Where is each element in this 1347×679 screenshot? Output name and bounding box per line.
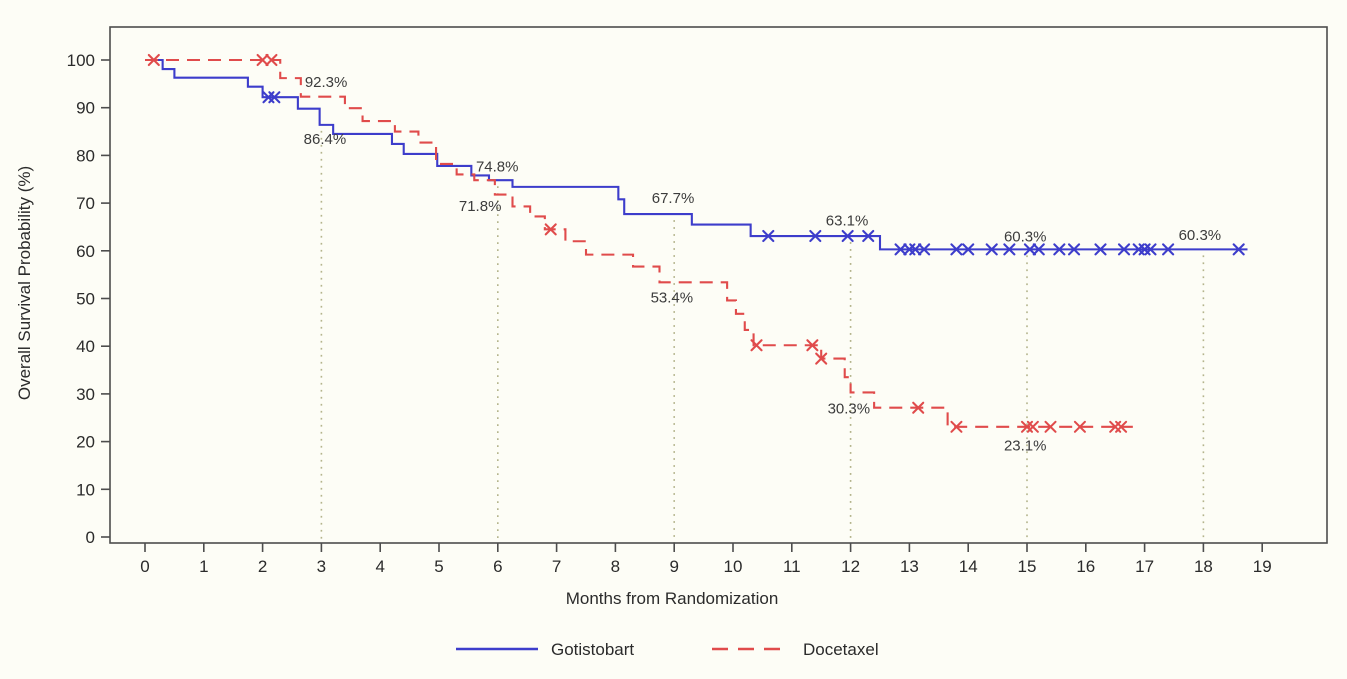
censor-mark-gotistobart <box>862 229 875 243</box>
y-axis-title: Overall Survival Probability (%) <box>15 166 34 400</box>
landmark-labels: 92.3% 86.4% 74.8% 71.8% 67.7% 53.4% 63.1% 30.3%… <box>304 74 1221 454</box>
x-axis-tick-label-11: 11 <box>783 557 801 576</box>
legend-item-gotistobart: Gotistobart <box>456 640 634 659</box>
x-axis-tick-label-13: 13 <box>900 557 919 576</box>
y-axis-tick-label-40: 40 <box>76 337 95 356</box>
y-axis-tick-label-20: 20 <box>76 433 95 452</box>
landmark-label-gotistobart-67.7: 67.7% <box>652 190 695 207</box>
censor-marks-docetaxel <box>147 53 1128 433</box>
censor-mark-gotistobart <box>1053 243 1066 256</box>
censor-mark-gotistobart <box>1144 243 1157 256</box>
censor-mark-gotistobart <box>268 91 281 104</box>
censor-mark-gotistobart <box>762 229 775 243</box>
y-axis-tick-label-30: 30 <box>76 385 95 404</box>
censor-mark-docetaxel <box>750 339 763 352</box>
censor-mark-docetaxel <box>265 53 278 67</box>
y-axis-tick-label-0: 0 <box>86 528 95 547</box>
censor-mark-docetaxel <box>1073 420 1086 433</box>
censor-mark-docetaxel <box>912 401 925 414</box>
censor-mark-gotistobart <box>1067 243 1081 256</box>
x-axis-tick-label-18: 18 <box>1194 557 1213 576</box>
censor-mark-gotistobart <box>809 229 822 243</box>
censor-mark-docetaxel <box>256 53 269 67</box>
x-axis-tick-label-19: 19 <box>1253 557 1272 576</box>
x-axis-tick-label-4: 4 <box>375 557 384 576</box>
legend: Gotistobart Docetaxel <box>456 640 879 659</box>
y-axis-tick-label-70: 70 <box>76 194 95 213</box>
censor-mark-docetaxel <box>1026 420 1039 433</box>
y-axis-tick-label-90: 90 <box>76 99 95 118</box>
x-axis-tick-label-8: 8 <box>611 557 620 576</box>
x-axis-tick-label-14: 14 <box>959 557 978 576</box>
y-axis-tick-label-50: 50 <box>76 290 95 309</box>
landmark-label-docetaxel-53.4: 53.4% <box>651 290 694 307</box>
x-axis-tick-label-12: 12 <box>841 557 860 576</box>
landmark-label-gotistobart-74.8: 74.8% <box>476 158 519 175</box>
x-axis-tick-label-2: 2 <box>258 557 267 576</box>
legend-label-gotistobart: Gotistobart <box>551 640 634 659</box>
censor-mark-gotistobart <box>841 229 854 243</box>
landmark-label-docetaxel-30.3: 30.3% <box>828 401 871 418</box>
censor-mark-gotistobart <box>950 243 963 256</box>
x-axis-tick-label-3: 3 <box>317 557 326 576</box>
landmark-label-gotistobart-60.3: 60.3% <box>1179 227 1222 244</box>
x-axis-tick-label-6: 6 <box>493 557 502 576</box>
x-axis: 0 1 2 3 4 5 6 7 8 9 10 11 12 13 14 15 16 17 18 19 <box>140 543 1272 576</box>
censor-mark-gotistobart <box>918 243 931 256</box>
legend-item-docetaxel: Docetaxel <box>712 640 879 659</box>
legend-label-docetaxel: Docetaxel <box>803 640 879 659</box>
x-axis-tick-label-9: 9 <box>669 557 678 576</box>
km-curves <box>145 53 1248 433</box>
landmark-label-docetaxel-71.8: 71.8% <box>459 198 502 215</box>
landmark-gridlines <box>320 130 1205 543</box>
x-axis-tick-label-5: 5 <box>434 557 443 576</box>
censor-mark-gotistobart <box>1117 243 1131 256</box>
x-axis-tick-label-1: 1 <box>199 557 208 576</box>
plot-border <box>109 26 1328 544</box>
y-axis: 0 10 20 30 40 50 60 70 80 90 100 <box>67 51 110 547</box>
x-axis-title: Months from Randomization <box>566 589 779 608</box>
y-axis-tick-label-80: 80 <box>76 146 95 165</box>
km-curve-docetaxel <box>145 58 1133 428</box>
x-axis-tick-label-16: 16 <box>1076 557 1095 576</box>
x-axis-tick-label-0: 0 <box>140 557 149 576</box>
landmark-label-docetaxel-92.3: 92.3% <box>305 74 348 91</box>
y-axis-tick-label-100: 100 <box>67 51 95 70</box>
censor-mark-docetaxel <box>544 223 557 236</box>
censor-mark-gotistobart <box>909 243 922 256</box>
censor-mark-gotistobart <box>1162 243 1175 256</box>
landmark-label-gotistobart-86.4: 86.4% <box>304 131 347 148</box>
x-axis-tick-label-10: 10 <box>724 557 743 576</box>
censor-mark-gotistobart <box>962 243 975 256</box>
censor-mark-gotistobart <box>1232 243 1245 256</box>
censor-mark-docetaxel <box>815 352 828 365</box>
censor-mark-gotistobart <box>894 243 907 256</box>
x-axis-tick-label-15: 15 <box>1018 557 1037 576</box>
censor-mark-docetaxel <box>950 420 963 433</box>
censor-mark-docetaxel <box>1044 420 1057 433</box>
censor-marks-gotistobart <box>262 91 1245 256</box>
censor-mark-gotistobart <box>1032 243 1045 256</box>
x-axis-tick-label-7: 7 <box>552 557 561 576</box>
censor-mark-docetaxel <box>147 53 160 67</box>
landmark-label-docetaxel-23.1: 23.1% <box>1004 437 1047 454</box>
y-axis-tick-label-10: 10 <box>76 480 95 499</box>
censor-mark-gotistobart <box>1094 243 1107 256</box>
landmark-label-gotistobart-60.3: 60.3% <box>1004 228 1047 245</box>
censor-mark-gotistobart <box>985 243 998 256</box>
censor-mark-gotistobart <box>1003 243 1016 256</box>
x-axis-tick-label-17: 17 <box>1135 557 1154 576</box>
censor-mark-gotistobart <box>1023 243 1036 256</box>
censor-mark-docetaxel <box>806 339 819 352</box>
y-axis-tick-label-60: 60 <box>76 242 95 261</box>
censor-mark-docetaxel <box>1115 420 1128 433</box>
landmark-label-gotistobart-63.1: 63.1% <box>826 212 869 229</box>
km-curve-gotistobart <box>145 58 1248 251</box>
